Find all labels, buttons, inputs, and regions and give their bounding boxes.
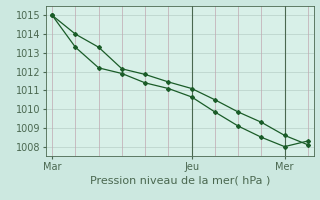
X-axis label: Pression niveau de la mer( hPa ): Pression niveau de la mer( hPa ) [90,176,270,186]
